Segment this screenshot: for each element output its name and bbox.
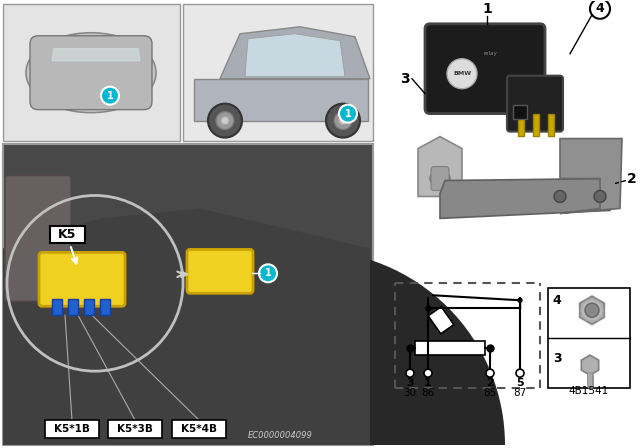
Circle shape (326, 103, 360, 138)
Polygon shape (418, 137, 462, 197)
Bar (172, 420, 226, 438)
Text: K5: K5 (58, 228, 77, 241)
FancyBboxPatch shape (507, 76, 563, 132)
Circle shape (101, 86, 119, 105)
Bar (3, 4, 180, 141)
Ellipse shape (430, 171, 450, 186)
Text: 1: 1 (344, 108, 351, 119)
Polygon shape (3, 208, 370, 445)
Circle shape (424, 369, 432, 377)
Wedge shape (115, 250, 505, 445)
Polygon shape (440, 178, 615, 219)
Polygon shape (220, 27, 370, 79)
Circle shape (221, 116, 229, 125)
FancyBboxPatch shape (431, 167, 449, 190)
Text: K5*3B: K5*3B (117, 424, 153, 434)
Circle shape (208, 103, 242, 138)
Bar (533, 114, 539, 136)
Text: 85: 85 (483, 388, 497, 398)
Bar (183, 4, 373, 141)
Bar (428, 307, 454, 334)
Circle shape (590, 0, 610, 19)
Text: 3: 3 (553, 352, 561, 365)
Circle shape (516, 369, 524, 377)
Bar (548, 289, 630, 388)
Bar (45, 420, 99, 438)
Bar (513, 105, 527, 119)
Bar (50, 226, 85, 243)
Text: K5*4B: K5*4B (181, 424, 217, 434)
Bar (415, 341, 485, 355)
Circle shape (406, 369, 414, 377)
Text: 4B1541: 4B1541 (569, 386, 609, 396)
Text: 4: 4 (596, 2, 604, 15)
Bar (84, 299, 94, 315)
Text: 1: 1 (107, 90, 113, 101)
Circle shape (554, 190, 566, 202)
FancyBboxPatch shape (425, 24, 545, 114)
Bar (100, 299, 110, 315)
Text: 87: 87 (513, 388, 527, 398)
Text: EC0000004099: EC0000004099 (248, 431, 312, 440)
Text: 1: 1 (482, 2, 492, 16)
Circle shape (339, 105, 357, 123)
Text: 4: 4 (552, 294, 561, 307)
Circle shape (585, 303, 599, 317)
Text: 30: 30 (403, 388, 417, 398)
Polygon shape (245, 34, 345, 77)
Polygon shape (194, 79, 368, 121)
Bar (52, 299, 62, 315)
FancyBboxPatch shape (5, 176, 71, 301)
Ellipse shape (26, 33, 156, 112)
Bar (68, 299, 78, 315)
FancyBboxPatch shape (39, 252, 125, 306)
FancyBboxPatch shape (30, 36, 152, 110)
Text: 3: 3 (400, 72, 410, 86)
Bar (548, 114, 554, 136)
Text: K5*1B: K5*1B (54, 424, 90, 434)
Bar (3, 143, 373, 445)
Text: 2: 2 (627, 172, 637, 185)
Text: 1: 1 (264, 268, 271, 278)
Bar (518, 114, 524, 136)
Circle shape (334, 112, 352, 129)
Polygon shape (560, 138, 622, 213)
Text: 1: 1 (424, 378, 432, 388)
Text: BMW: BMW (453, 71, 471, 76)
Circle shape (216, 112, 234, 129)
Circle shape (339, 116, 347, 125)
Text: relay: relay (483, 51, 497, 56)
Text: 5: 5 (516, 378, 524, 388)
FancyBboxPatch shape (187, 250, 253, 293)
Bar (108, 420, 162, 438)
Text: 86: 86 (421, 388, 435, 398)
Circle shape (486, 369, 494, 377)
Polygon shape (52, 49, 140, 61)
Text: 2: 2 (486, 378, 494, 388)
Circle shape (447, 59, 477, 89)
Circle shape (518, 298, 522, 302)
Circle shape (594, 190, 606, 202)
Text: 3: 3 (406, 378, 414, 388)
Circle shape (259, 264, 277, 282)
